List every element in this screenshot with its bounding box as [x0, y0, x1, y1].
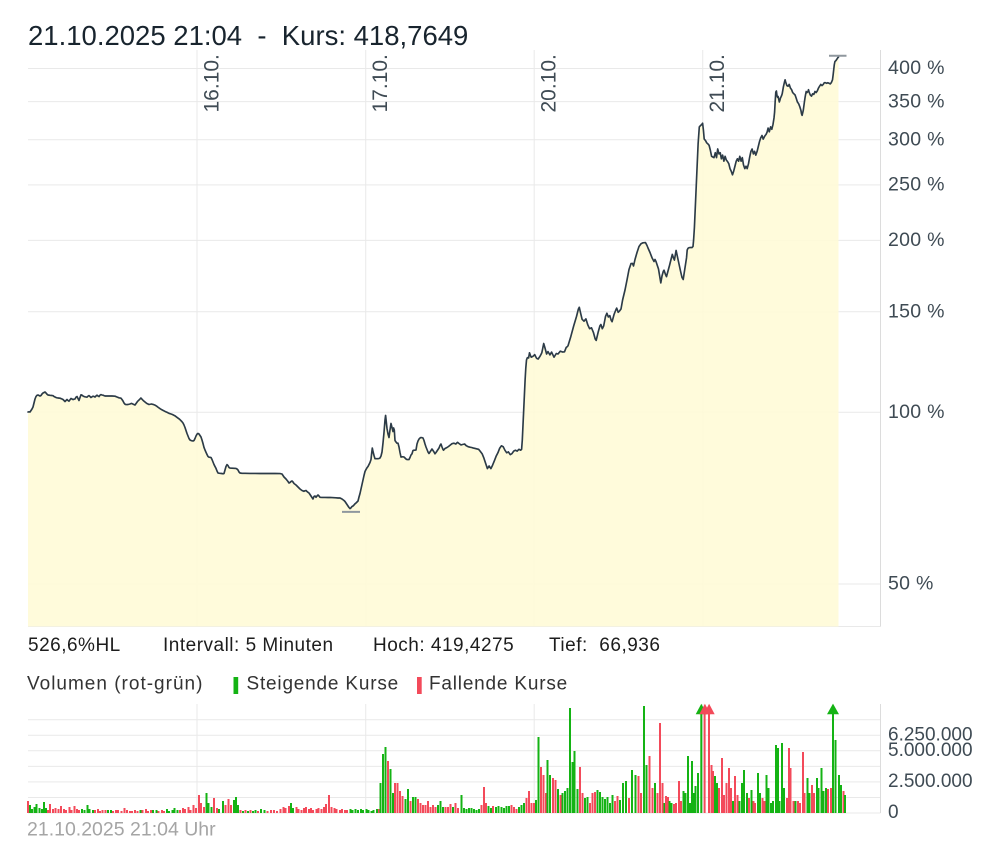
svg-text:Steigende Kurse: Steigende Kurse — [247, 674, 400, 695]
svg-text:21.10.2025 21:04 - Kurs: 418: 21.10.2025 21:04 - Kurs: 418,7649 — [28, 20, 468, 51]
svg-text:21.10.: 21.10. — [706, 54, 729, 112]
svg-text:Hoch: 419,4275: Hoch: 419,4275 — [373, 635, 514, 656]
svg-text:5.000.000: 5.000.000 — [888, 740, 973, 761]
svg-text:21.10.2025 21:04 Uhr: 21.10.2025 21:04 Uhr — [27, 819, 216, 841]
svg-text:526,6%HL: 526,6%HL — [28, 635, 121, 656]
svg-text:16.10.: 16.10. — [201, 54, 224, 112]
svg-text:Volumen (rot-grün): Volumen (rot-grün) — [27, 674, 203, 695]
svg-text:400 %: 400 % — [888, 57, 945, 79]
svg-text:20.10.: 20.10. — [538, 54, 561, 112]
svg-text:0: 0 — [888, 802, 899, 823]
svg-text:Tief: 66,936: Tief: 66,936 — [549, 635, 660, 656]
svg-text:17.10.: 17.10. — [369, 54, 392, 112]
svg-text:200 %: 200 % — [888, 229, 945, 251]
svg-text:Fallende Kurse: Fallende Kurse — [429, 674, 568, 695]
svg-text:250 %: 250 % — [888, 174, 945, 196]
svg-text:Intervall: 5 Minuten: Intervall: 5 Minuten — [163, 635, 334, 656]
svg-text:50 %: 50 % — [888, 573, 934, 595]
svg-text:100 %: 100 % — [888, 401, 945, 423]
svg-text:2.500.000: 2.500.000 — [888, 771, 973, 792]
svg-text:300 %: 300 % — [888, 129, 945, 151]
svg-text:6.250.000: 6.250.000 — [888, 725, 973, 746]
svg-text:350 %: 350 % — [888, 90, 945, 112]
svg-text:150 %: 150 % — [888, 300, 945, 322]
